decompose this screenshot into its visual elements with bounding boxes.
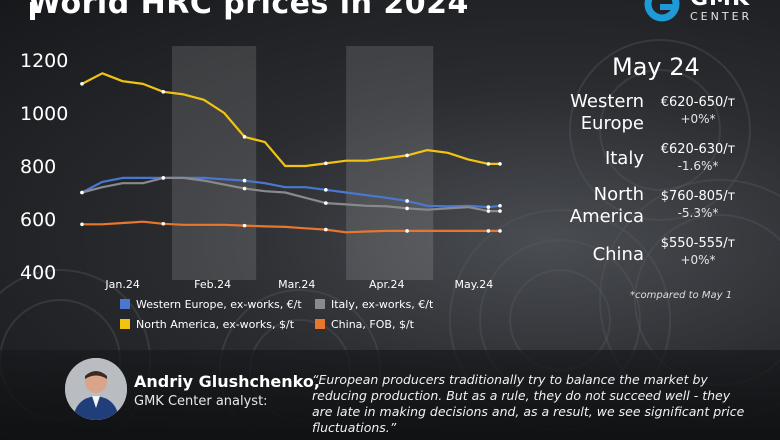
- legend-label: Italy, ex-works, €/t: [331, 298, 434, 311]
- avatar: [65, 358, 127, 420]
- data-point: [161, 90, 166, 94]
- price-value: €620-630/т: [660, 142, 736, 157]
- price-china: $550-555/т +0%*: [648, 236, 748, 268]
- price-italy: €620-630/т -1.6%*: [648, 142, 748, 174]
- data-point: [486, 229, 491, 233]
- logo-subtitle: CENTER: [690, 10, 753, 23]
- data-point: [242, 135, 247, 139]
- data-point: [324, 161, 328, 166]
- region-china: China: [593, 244, 644, 266]
- region-label: China: [592, 244, 644, 265]
- data-point: [486, 162, 491, 166]
- data-point: [242, 178, 247, 183]
- panel-date: May 24: [612, 53, 700, 81]
- data-point: [161, 221, 166, 226]
- region-western-europe: Western Europe: [570, 91, 644, 135]
- y-tick-label: 600: [20, 209, 56, 231]
- region-label: Italy: [604, 148, 644, 169]
- legend-label: North America, ex-works, $/t: [136, 318, 295, 331]
- legend-item-western-europe: Western Europe, ex-works, €/t: [120, 298, 302, 311]
- y-tick-label: 800: [20, 156, 56, 178]
- price-value: $760-805/т: [660, 189, 736, 204]
- data-point: [498, 203, 502, 208]
- price-north-america: $760-805/т -5.3%*: [648, 189, 748, 221]
- analyst-portrait-icon: [65, 358, 127, 420]
- data-point: [498, 209, 502, 213]
- data-point: [80, 190, 84, 195]
- gmk-ring-logo-icon: [644, 0, 680, 22]
- legend-item-china: China, FOB, $/t: [315, 318, 414, 331]
- data-point: [498, 229, 502, 233]
- data-point: [80, 82, 84, 86]
- data-point: [486, 209, 491, 213]
- price-change: +0%*: [680, 253, 716, 267]
- region-italy: Italy: [605, 148, 644, 170]
- analyst-quote: “European producers traditionally try to…: [312, 372, 745, 435]
- series-line: [82, 220, 500, 234]
- y-tick-label: 1200: [20, 50, 68, 72]
- legend-item-north-america: North America, ex-works, $/t: [120, 318, 294, 331]
- data-point: [498, 162, 502, 166]
- data-point: [324, 227, 328, 232]
- analyst-name-comma: ,: [313, 372, 320, 391]
- shaded-month-band: [346, 46, 434, 280]
- legend-swatch: [315, 299, 325, 309]
- region-label: Western Europe: [570, 91, 644, 134]
- analyst-role: GMK Center analyst:: [134, 394, 268, 409]
- data-point: [324, 188, 328, 192]
- series-line: [81, 176, 500, 213]
- title-accent-bar: [30, 2, 35, 20]
- analyst-name-text: Andriy Glushchenko: [134, 372, 314, 391]
- quote-strip: [0, 350, 780, 440]
- comparison-note: *compared to May 1: [630, 290, 733, 301]
- data-point: [242, 186, 247, 191]
- data-point: [405, 229, 409, 233]
- data-point: [242, 223, 247, 228]
- analyst-name: Andriy Glushchenko,: [134, 372, 320, 391]
- legend-swatch: [120, 319, 130, 329]
- x-tick-label: Jan.24: [104, 278, 139, 291]
- shaded-month-band: [171, 46, 257, 280]
- legend-swatch: [315, 319, 325, 329]
- x-tick-label: May.24: [455, 278, 494, 291]
- legend-swatch: [120, 299, 130, 309]
- price-change: -5.3%*: [677, 206, 719, 220]
- legend-label: Western Europe, ex-works, €/t: [136, 298, 302, 311]
- region-north-america: North America: [570, 184, 644, 228]
- series-line: [81, 176, 501, 209]
- x-tick-label: Mar.24: [278, 278, 315, 291]
- series-line: [81, 72, 500, 168]
- legend-label: China, FOB, $/t: [331, 318, 414, 331]
- data-point: [161, 176, 166, 180]
- x-tick-label: Feb.24: [194, 278, 231, 291]
- region-label: North America: [569, 184, 644, 227]
- price-value: $550-555/т: [660, 236, 736, 251]
- x-tick-label: Apr.24: [369, 278, 405, 291]
- data-point: [405, 153, 409, 158]
- logo-word: GMK: [690, 0, 750, 11]
- y-tick-label: 400: [20, 262, 56, 284]
- price-western-europe: €620-650/т +0%*: [648, 95, 748, 127]
- data-point: [80, 222, 84, 227]
- price-value: €620-650/т: [660, 95, 736, 110]
- legend-item-italy: Italy, ex-works, €/t: [315, 298, 433, 311]
- page-title: World HRC prices in 2024: [28, 0, 469, 21]
- price-change: -1.6%*: [677, 159, 719, 173]
- data-point: [324, 201, 328, 205]
- price-change: +0%*: [680, 112, 716, 126]
- data-point: [405, 206, 409, 211]
- hrc-price-chart: 400 600 800 1000 1200 Jan.24 Feb.24 Mar.24 Apr.2…: [20, 46, 502, 291]
- data-point: [486, 205, 491, 209]
- data-point: [405, 199, 409, 203]
- y-tick-label: 1000: [20, 103, 68, 125]
